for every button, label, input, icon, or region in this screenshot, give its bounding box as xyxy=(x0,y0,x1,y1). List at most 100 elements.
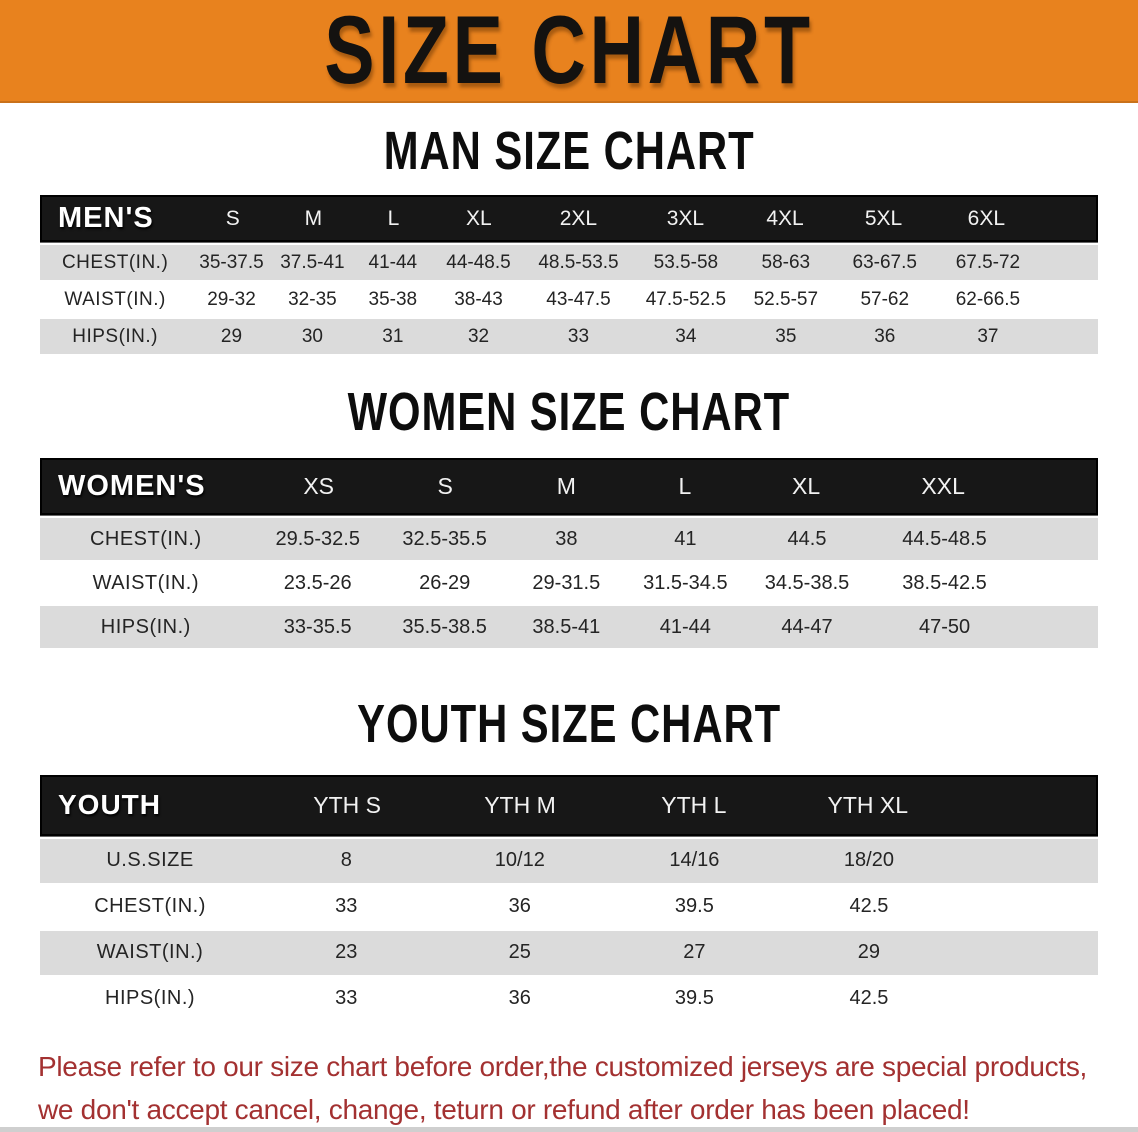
value-hips-in-3xl: 34 xyxy=(675,325,697,347)
row-label-chest-in: CHEST(IN.) xyxy=(89,527,202,550)
banner-title: SIZE CHART xyxy=(324,0,814,104)
value-hips-in-6xl: 37 xyxy=(977,325,999,347)
header-spacer xyxy=(1038,197,1096,240)
row-label-hips-in: HIPS(IN.) xyxy=(72,325,158,347)
column-header-s: S xyxy=(225,206,240,230)
column-header-xxl: XXL xyxy=(921,473,965,500)
value-hips-in-yth-l: 39.5 xyxy=(674,987,714,1010)
value-u-s-size-yth-xl: 18/20 xyxy=(843,849,894,872)
value-waist-in-xs: 23.5-26 xyxy=(283,571,352,594)
value-hips-in-4xl: 35 xyxy=(775,325,797,347)
column-header-yth-m: YTH M xyxy=(484,791,556,818)
value-waist-in-s: 26-29 xyxy=(419,571,471,594)
value-hips-in-m: 30 xyxy=(301,325,323,347)
value-waist-in-xl: 38-43 xyxy=(454,288,503,310)
column-header-yth-l: YTH L xyxy=(661,791,727,818)
table-row-hips-in: HIPS(IN.) 33-35.5 35.5-38.5 38.5-41 41-44 44-… xyxy=(40,606,1098,651)
women-size-section: WOMEN SIZE CHART WOMEN'S XS S M L XL XXL CHEST(… xyxy=(0,384,1138,651)
value-chest-in-l: 41 xyxy=(674,527,697,550)
value-u-s-size-yth-m: 10/12 xyxy=(494,849,545,872)
value-hips-in-xs: 33-35.5 xyxy=(283,615,352,638)
column-header-5xl: 5XL xyxy=(864,206,903,230)
man-size-section: MAN SIZE CHART MEN'S S M L XL 2XL 3XL 4XL 5XL 6XL… xyxy=(0,123,1138,357)
table-row-chest-in: CHEST(IN.) 33 36 39.5 42.5 xyxy=(40,884,1098,931)
value-waist-in-xl: 34.5-38.5 xyxy=(764,571,850,594)
value-waist-in-5xl: 57-62 xyxy=(860,288,910,310)
men-s-table-body: CHEST(IN.) 35-37.5 37.5-41 41-44 44-48.5 48.5… xyxy=(40,245,1098,357)
row-spacer xyxy=(1019,518,1098,560)
women-s-table-body: CHEST(IN.) 29.5-32.5 32.5-35.5 38 41 44.5 44.5… xyxy=(40,518,1098,651)
value-waist-in-l: 31.5-34.5 xyxy=(643,571,728,594)
value-waist-in-xxl: 38.5-42.5 xyxy=(902,571,987,594)
row-spacer xyxy=(1040,245,1098,280)
value-hips-in-yth-xl: 42.5 xyxy=(849,987,889,1010)
value-waist-in-m: 32-35 xyxy=(288,288,337,310)
men-s-table-title: MEN'S xyxy=(58,202,154,235)
row-label-hips-in: HIPS(IN.) xyxy=(100,615,191,638)
youth-table-title: YOUTH xyxy=(58,789,161,821)
value-chest-in-yth-xl: 42.5 xyxy=(849,895,889,918)
value-chest-in-s: 32.5-35.5 xyxy=(402,527,487,550)
column-header-l: L xyxy=(678,473,692,500)
youth-size-table: YOUTH YTH S YTH M YTH L YTH XL U.S.SIZE 8 10/12… xyxy=(40,774,1098,1023)
value-chest-in-6xl: 67.5-72 xyxy=(955,251,1021,273)
value-waist-in-3xl: 47.5-52.5 xyxy=(645,288,727,310)
value-waist-in-yth-l: 27 xyxy=(683,941,706,964)
table-row-waist-in: WAIST(IN.) 23 25 27 29 xyxy=(40,930,1098,977)
table-row-hips-in: HIPS(IN.) 33 36 39.5 42.5 xyxy=(40,976,1098,1023)
disclaimer-line-2: we don't accept cancel, change, teturn o… xyxy=(38,1093,970,1125)
row-spacer xyxy=(1019,562,1098,604)
women-size-heading: WOMEN SIZE CHART xyxy=(0,384,1138,441)
value-chest-in-m: 37.5-41 xyxy=(280,251,345,273)
value-chest-in-xl: 44-48.5 xyxy=(446,251,511,273)
women-size-table: WOMEN'S XS S M L XL XXL CHEST(IN.) 29.5-32.5 32.5… xyxy=(40,458,1098,651)
bottom-edge-strip xyxy=(0,1127,1138,1132)
youth-table-body: U.S.SIZE 8 10/12 14/16 18/20 CHEST(IN.) 33 36 39… xyxy=(40,838,1098,1023)
value-waist-in-yth-s: 23 xyxy=(335,941,358,964)
column-header-yth-s: YTH S xyxy=(313,791,381,818)
row-label-u-s-size: U.S.SIZE xyxy=(106,849,194,872)
value-hips-in-xxl: 47-50 xyxy=(918,615,971,638)
value-chest-in-m: 38 xyxy=(555,527,578,550)
row-label-chest-in: CHEST(IN.) xyxy=(61,251,169,273)
value-chest-in-4xl: 58-63 xyxy=(761,251,811,273)
value-hips-in-5xl: 36 xyxy=(874,325,896,347)
value-hips-in-xl: 32 xyxy=(467,325,490,347)
row-spacer xyxy=(1019,606,1098,648)
value-waist-in-2xl: 43-47.5 xyxy=(546,288,611,310)
value-chest-in-2xl: 48.5-53.5 xyxy=(538,251,619,273)
value-chest-in-yth-m: 36 xyxy=(508,895,531,918)
row-spacer xyxy=(956,931,1098,975)
banner: SIZE CHART xyxy=(0,0,1138,104)
value-u-s-size-yth-l: 14/16 xyxy=(669,849,720,872)
value-waist-in-6xl: 62-66.5 xyxy=(955,288,1021,310)
row-label-chest-in: CHEST(IN.) xyxy=(94,895,206,918)
value-hips-in-xl: 44-47 xyxy=(781,615,833,638)
row-spacer xyxy=(956,839,1098,883)
value-hips-in-l: 31 xyxy=(382,325,404,347)
women-size-heading-text: WOMEN SIZE CHART xyxy=(347,382,791,443)
column-header-6xl: 6XL xyxy=(967,206,1006,230)
value-chest-in-yth-s: 33 xyxy=(335,895,358,918)
column-header-m: M xyxy=(556,473,576,500)
disclaimer-line-1: Please refer to our size chart before or… xyxy=(38,1050,1088,1082)
value-chest-in-s: 35-37.5 xyxy=(199,251,264,273)
table-row-waist-in: WAIST(IN.) 29-32 32-35 35-38 38-43 43-47.5 47.… xyxy=(40,282,1098,320)
table-row-chest-in: CHEST(IN.) 35-37.5 37.5-41 41-44 44-48.5 48.5… xyxy=(40,245,1098,283)
column-header-xl: XL xyxy=(466,206,492,230)
value-hips-in-s: 35.5-38.5 xyxy=(402,615,487,638)
row-label-hips-in: HIPS(IN.) xyxy=(105,987,196,1010)
value-waist-in-l: 35-38 xyxy=(368,288,418,310)
value-chest-in-yth-l: 39.5 xyxy=(674,895,714,918)
column-header-m: M xyxy=(304,206,323,230)
column-header-s: S xyxy=(437,473,453,500)
table-row-hips-in: HIPS(IN.) 29 30 31 32 33 34 35 36 37 xyxy=(40,319,1098,357)
men-s-header-row: MEN'S S M L XL 2XL 3XL 4XL 5XL 6XL xyxy=(40,195,1098,243)
table-row-chest-in: CHEST(IN.) 29.5-32.5 32.5-35.5 38 41 44.5 44.5… xyxy=(40,518,1098,563)
column-header-2xl: 2XL xyxy=(559,206,598,230)
man-size-heading-text: MAN SIZE CHART xyxy=(383,121,755,182)
value-waist-in-s: 29-32 xyxy=(207,288,256,310)
table-row-waist-in: WAIST(IN.) 23.5-26 26-29 29-31.5 31.5-34.5 34… xyxy=(40,562,1098,607)
value-chest-in-l: 41-44 xyxy=(368,251,418,273)
value-waist-in-m: 29-31.5 xyxy=(532,571,601,594)
